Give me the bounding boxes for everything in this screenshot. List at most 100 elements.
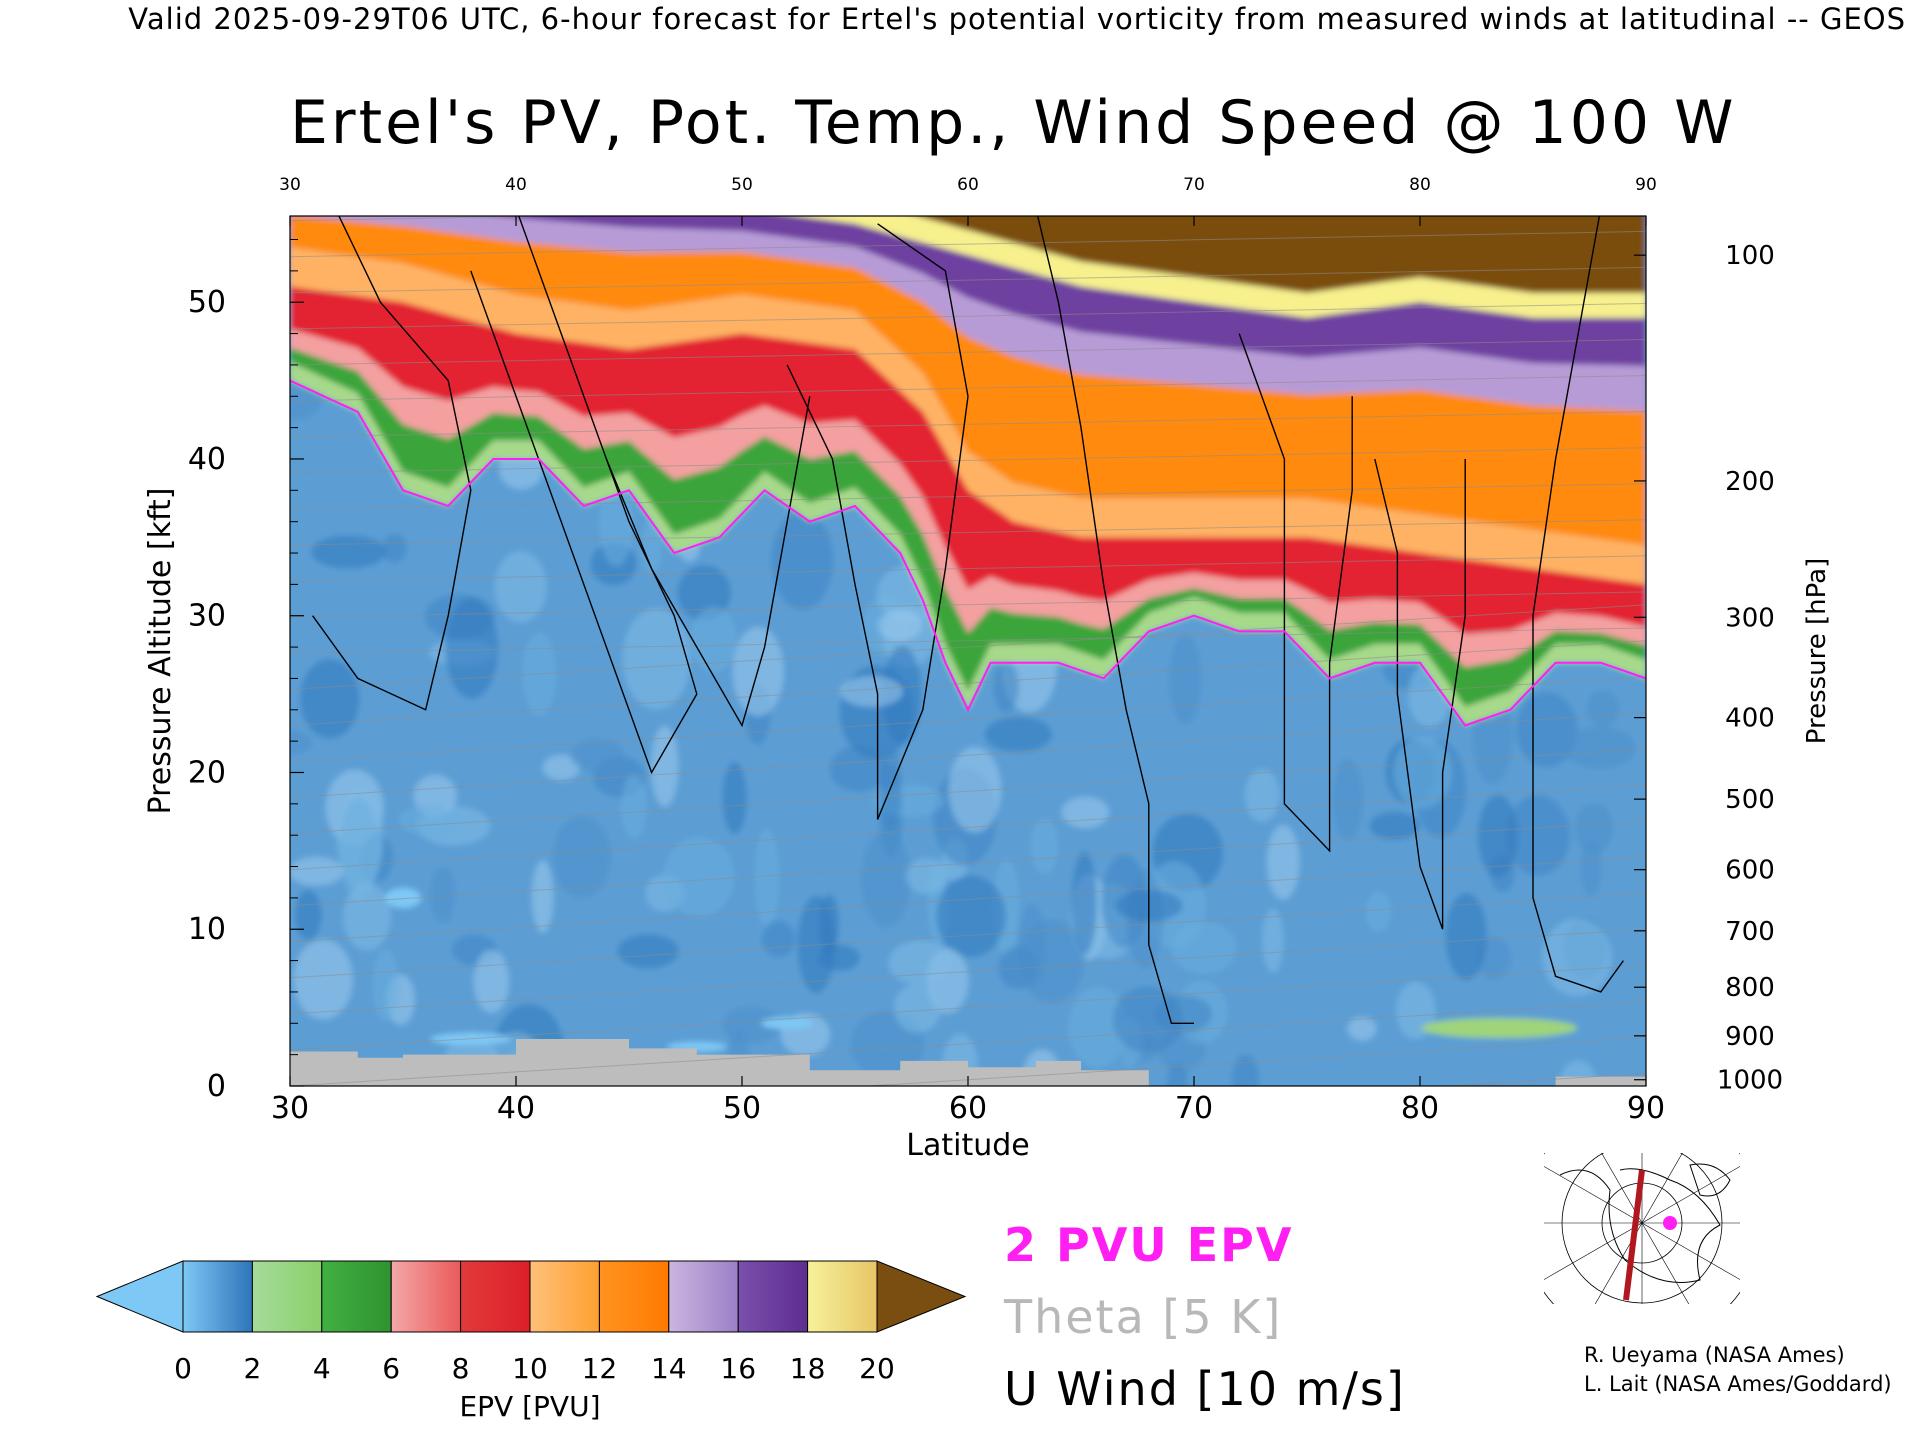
colorbar-tick-label: 6 [382,1352,400,1385]
theta-contour [290,856,1646,943]
pv-blob [860,831,912,928]
x-tick-label: 30 [271,1091,309,1126]
pv-blob [888,940,953,985]
pressure-tick-label: 200 [1725,467,1775,497]
pv-blob [754,828,780,928]
theta-contour [290,640,1646,726]
x-tick-label: 40 [497,1091,535,1126]
wind-contour [470,216,698,775]
surface-pv-anomaly [1421,1018,1578,1038]
colorbar-label: EPV [PVU] [459,1390,600,1423]
pv-blob [1505,795,1571,876]
y-axis-label: Pressure Altitude [kft] [143,488,178,815]
pv-blob [936,875,1006,958]
x-top-tick-label: 60 [957,175,979,195]
low-pv-patch [761,1017,814,1030]
x-top-tick-label: 70 [1183,175,1205,195]
pv-blob [622,607,691,710]
pv-blob [1542,918,1612,997]
pv-blob [398,805,462,835]
map-meridian [1544,1166,1643,1224]
x-top-tick-label: 90 [1635,175,1657,195]
colorbar-tick-label: 8 [452,1352,470,1385]
pv-blob [677,564,731,621]
legend-theta: Theta [5 K] [1004,1290,1283,1344]
pressure-tick-label: 700 [1725,917,1775,947]
colorbar-tick-label: 20 [859,1352,895,1385]
epv-2pvu-contour [290,379,1646,727]
pv-band-16-18 [498,216,1646,366]
wind-contour [1532,216,1624,993]
colorbar-tick-label: 14 [651,1352,687,1385]
credit-line-2: L. Lait (NASA Ames/Goddard) [1584,1372,1892,1396]
map-meridian [1641,1166,1740,1224]
colorbar: 0 2 4 6 8 10 12 14 16 18 20 EPV [PVU] [95,1260,967,1423]
pv-blob [1563,726,1636,770]
pv-band-6-8 [290,328,1646,668]
x-top-tick-label: 50 [731,175,753,195]
pv-blob [840,676,903,707]
x-tick-label: 60 [949,1091,987,1126]
theta-contour [290,1000,1646,1086]
colorbar-tick-label: 18 [790,1352,826,1385]
theta-contour [290,820,1646,907]
pv-blob [1580,840,1603,896]
colorbar-segment [807,1260,878,1333]
pv-blob [429,866,456,924]
pressure-tick-label: 900 [1725,1022,1775,1052]
pv-blob [293,939,353,1020]
y2-axis-label: Pressure [hPa] [1802,558,1832,745]
pressure-tick-label: 600 [1725,856,1775,886]
pv-blob [1477,794,1518,878]
pressure-tick-label: 1000 [1717,1066,1783,1096]
colorbar-tick-label: 12 [582,1352,618,1385]
y-tick-label: 50 [188,285,226,320]
legend-wind: U Wind [10 m/s] [1004,1362,1406,1416]
y-tick-label: 20 [188,755,226,790]
theta-contour [290,892,1646,979]
x-tick-label: 80 [1401,1091,1439,1126]
map-meridian [1641,1222,1690,1304]
theta-contour [290,266,1646,294]
terrain [1555,1076,1646,1086]
pv-blob [531,860,554,933]
locator-map [1544,1153,1740,1304]
pv-blob [290,730,314,755]
colorbar-segment [460,1260,531,1333]
pv-blob [722,761,747,835]
map-location-marker [1663,1216,1677,1230]
pv-blob [1332,758,1364,841]
pv-blob [877,610,923,641]
pv-blob [621,774,647,839]
header-line: Valid 2025-09-29T06 UTC, 6-hour forecast… [128,2,1906,36]
theta-contour [290,447,1646,474]
pv-blob [984,716,1052,753]
pressure-tick-label: 100 [1725,241,1775,271]
wind-contour [1238,333,1353,853]
theta-contour [290,51,1646,76]
pv-band-12-14 [290,216,1646,546]
pv-blob [1365,891,1391,933]
pv-blob [382,533,407,564]
colorbar-under-triangle [95,1260,184,1333]
pv-blob [1515,692,1578,768]
pv-blob [372,949,399,1021]
pv-blob [494,551,547,623]
pressure-tick-label: 300 [1725,603,1775,633]
pv-blob [1018,918,1085,1003]
theta-contour [290,627,1646,654]
theta-contour [290,303,1646,330]
pv-blob [570,738,625,773]
wind-contour [1036,216,1194,1024]
pv-blob [1171,922,1237,974]
pv-blob [1166,1063,1188,1086]
pressure-tick-label: 500 [1725,785,1775,815]
pv-blob [1031,818,1058,874]
pv-blob [1574,802,1614,854]
y-tick-label: 30 [188,599,226,634]
pv-blob [343,883,391,951]
pv-blob [893,983,941,1033]
colorbar-tick-label: 2 [243,1352,261,1385]
pv-blob [1445,892,1488,981]
